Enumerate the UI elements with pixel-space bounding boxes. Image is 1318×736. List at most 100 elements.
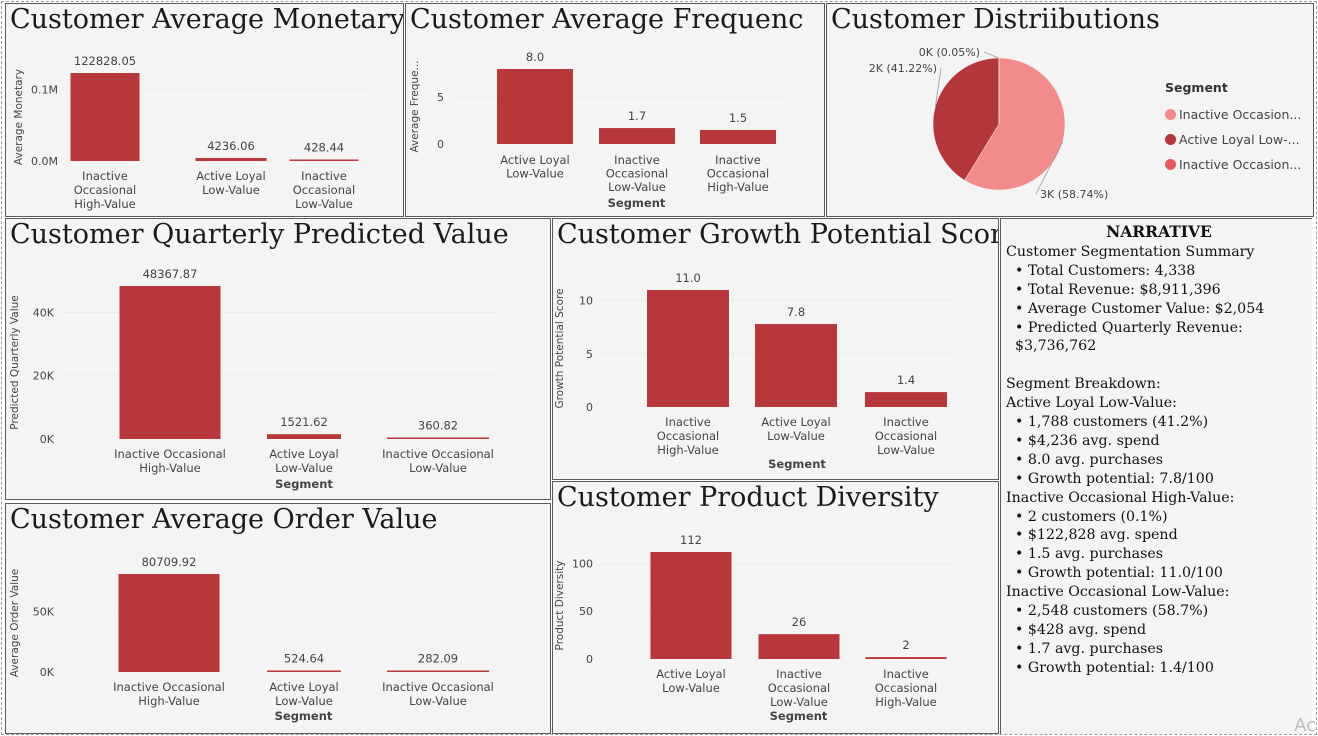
x-tick-label: Low-Value [202, 183, 260, 197]
x-tick-label: High-Value [139, 461, 201, 475]
segment-item: Growth potential: 7.8/100 [1006, 470, 1312, 489]
breakdown-heading: Segment Breakdown: [1006, 376, 1161, 393]
pie-legend: Segment Inactive Occasion... Active Loya… [1165, 80, 1301, 177]
pie-data-label: 0K (0.05%) [919, 46, 980, 59]
watermark-text: Ac [1294, 715, 1316, 736]
bar [118, 574, 220, 672]
segment-item: Growth potential: 1.4/100 [1006, 659, 1312, 678]
bar [119, 286, 221, 439]
x-axis-label: Segment [275, 477, 333, 491]
chart-title: Customer Average Frequenc [410, 4, 804, 35]
y-tick-label: 0 [586, 401, 593, 414]
chart-average-order-value[interactable]: Customer Average Order Value Average Ord… [5, 503, 551, 734]
chart-title: Customer Average Monetary [10, 4, 404, 35]
bar [267, 434, 341, 439]
segment-item: $122,828 avg. spend [1006, 526, 1312, 545]
data-label: 1521.62 [280, 415, 328, 429]
segment-item: 8.0 avg. purchases [1006, 451, 1312, 470]
bar [599, 128, 675, 144]
data-label: 1.4 [897, 373, 915, 387]
data-label: 48367.87 [143, 267, 198, 281]
data-label: 4236.06 [207, 139, 255, 153]
bar [267, 670, 341, 672]
chart-title: Customer Distriibutions [831, 4, 1160, 35]
data-label: 8.0 [526, 50, 544, 64]
legend-item[interactable]: Inactive Occasion... [1165, 102, 1301, 127]
x-tick-label: Low-Value [662, 681, 720, 695]
data-label: 80709.92 [142, 555, 197, 569]
x-axis-label: Segment [275, 709, 333, 723]
segment-item: 1.7 avg. purchases [1006, 640, 1312, 659]
chart-quarterly-predicted-value[interactable]: Customer Quarterly Predicted Value Predi… [5, 218, 551, 500]
x-tick-label: Inactive [883, 415, 929, 429]
chart-title: Customer Average Order Value [10, 504, 438, 535]
x-tick-label: High-Value [138, 694, 200, 708]
x-tick-label: High-Value [657, 443, 719, 457]
x-tick-label: Inactive [883, 667, 929, 681]
data-label: 1.5 [729, 111, 747, 125]
x-tick-label: Low-Value [877, 443, 935, 457]
bar [865, 657, 947, 659]
x-tick-label: High-Value [875, 695, 937, 709]
legend-dot-icon [1165, 159, 1176, 170]
y-axis-label: Growth Potential Score [554, 288, 566, 408]
data-label: 524.64 [284, 652, 324, 666]
bar-chart-svg: Growth Potential Score 051011.0InactiveOc… [554, 271, 957, 471]
bar [387, 437, 489, 439]
y-tick-label: 10 [579, 295, 593, 308]
x-tick-label: Occasional [293, 183, 356, 197]
y-axis-label: Predicted Quarterly Value [9, 295, 21, 430]
x-axis-label: Segment [608, 196, 666, 210]
y-tick-label: 0.1M [31, 83, 58, 96]
bar [650, 552, 732, 659]
x-tick-label: Active Loyal [269, 680, 339, 694]
y-tick-label: 50K [33, 605, 55, 618]
x-tick-label: Active Loyal [761, 415, 831, 429]
bar [755, 324, 837, 407]
legend-label: Inactive Occasion... [1179, 157, 1302, 172]
x-tick-label: Occasional [768, 681, 831, 695]
data-label: 112 [680, 533, 702, 547]
segment-item: 1,788 customers (41.2%) [1006, 413, 1312, 432]
bar [865, 392, 947, 407]
x-tick-label: Inactive [301, 169, 347, 183]
x-tick-label: Active Loyal [500, 153, 570, 167]
y-tick-label: 0 [586, 653, 593, 666]
chart-product-diversity[interactable]: Customer Product Diversity Product Diver… [552, 481, 999, 734]
x-tick-label: Low-Value [409, 461, 467, 475]
narrative-title: NARRATIVE [1106, 222, 1212, 241]
x-tick-label: Occasional [606, 167, 669, 181]
data-label: 7.8 [787, 305, 805, 319]
x-tick-label: Inactive [665, 415, 711, 429]
bar [70, 73, 140, 161]
x-tick-label: Inactive Occasional [113, 680, 225, 694]
x-tick-label: Occasional [657, 429, 720, 443]
summary-item: Average Customer Value: $2,054 [1006, 300, 1312, 319]
x-tick-label: Active Loyal [269, 447, 339, 461]
legend-label: Active Loyal Low-... [1179, 132, 1300, 147]
narrative-heading: Customer Segmentation Summary [1006, 243, 1255, 260]
summary-item: Predicted Quarterly Revenue: $3,736,762 [1006, 319, 1312, 357]
y-tick-label: 50 [579, 605, 593, 618]
chart-title: Customer Quarterly Predicted Value [10, 219, 509, 250]
x-tick-label: Low-Value [767, 429, 825, 443]
x-tick-label: Inactive Occasional [382, 447, 494, 461]
x-tick-label: Low-Value [409, 694, 467, 708]
legend-item[interactable]: Inactive Occasion... [1165, 152, 1301, 177]
legend-dot-icon [1165, 109, 1176, 120]
chart-customer-distributions[interactable]: Customer Distriibutions 3K (58.74%) 2K (4… [826, 3, 1314, 217]
bar [387, 670, 489, 672]
chart-growth-potential-score[interactable]: Customer Growth Potential Score Growth P… [552, 218, 999, 480]
segment-name: Inactive Occasional High-Value: [1006, 489, 1235, 506]
chart-average-monetary[interactable]: Customer Average Monetary Average Moneta… [5, 3, 404, 217]
narrative-panel: NARRATIVE Customer Segmentation Summary … [1000, 218, 1312, 734]
chart-average-frequency[interactable]: Customer Average Frequenc Average Freque… [405, 3, 825, 217]
legend-item[interactable]: Active Loyal Low-... [1165, 127, 1301, 152]
data-label: 428.44 [304, 141, 344, 155]
segment-item: 2,548 customers (58.7%) [1006, 602, 1312, 621]
y-tick-label: 0.0M [31, 155, 58, 168]
y-tick-label: 5 [437, 91, 444, 104]
x-tick-label: Inactive [82, 169, 128, 183]
